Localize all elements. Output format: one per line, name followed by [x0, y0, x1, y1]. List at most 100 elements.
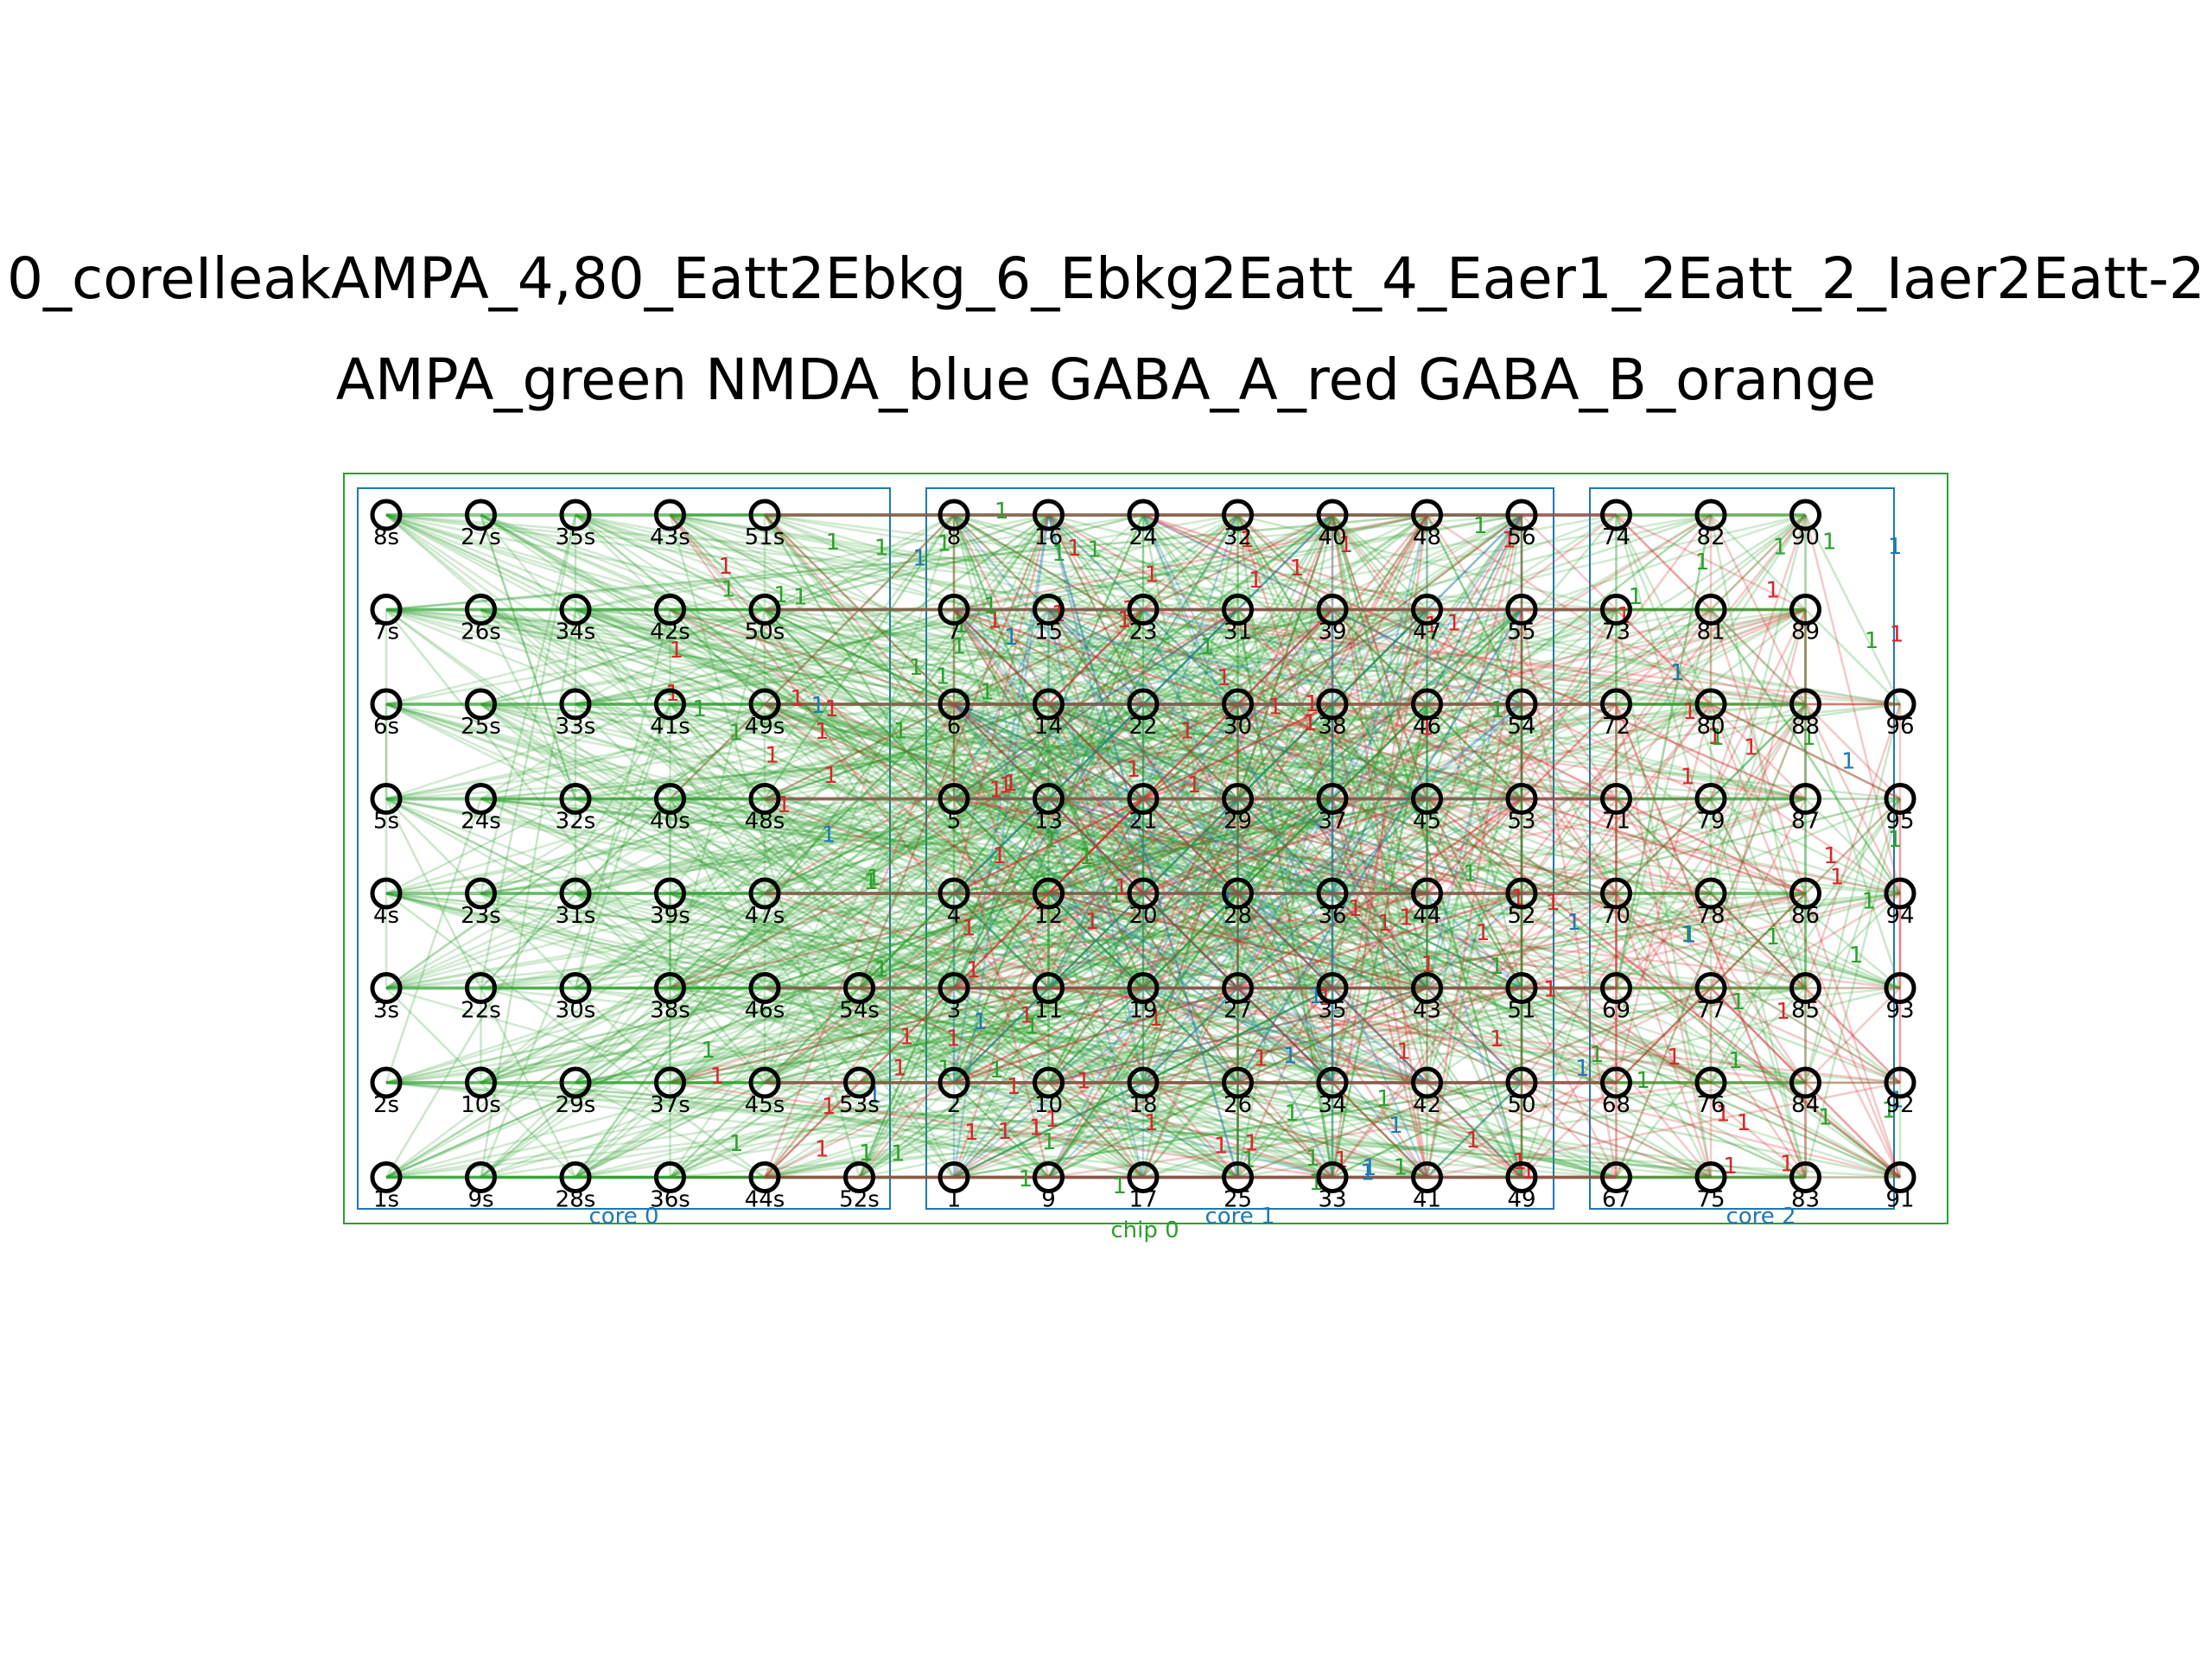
neuron-node: [1411, 499, 1443, 531]
neuron-node: [1600, 1161, 1632, 1193]
recurrent-edge: [1141, 514, 1334, 988]
recurrent-edge: [952, 514, 1145, 800]
neuron-node: [465, 594, 497, 626]
neuron-label: 95: [1885, 809, 1914, 835]
weight-label: 1: [1473, 513, 1488, 539]
ampa-edge: [385, 892, 1522, 1179]
ampa-edge: [385, 892, 1617, 1179]
weight-label: 1: [1888, 827, 1903, 853]
weight-label: 1: [1377, 911, 1392, 937]
neuron-label: 34s: [556, 620, 596, 645]
neuron-label: 93: [1885, 998, 1914, 1024]
weight-label: 1: [1682, 699, 1697, 725]
neuron-node: [1789, 783, 1821, 815]
ampa-edge: [764, 1081, 1238, 1179]
recurrent-edge: [952, 609, 1145, 1084]
weight-label: 1: [1830, 865, 1845, 891]
core2-edge: [1710, 798, 1901, 895]
weight-label: 1: [891, 1141, 906, 1166]
recurrent-edge: [1142, 703, 1428, 989]
weight-label: 1: [1728, 1048, 1743, 1074]
ampa-edge: [858, 513, 1522, 989]
gaba-a-edge: [670, 987, 955, 1084]
recurrent-edge: [1426, 893, 1522, 989]
cross-core-edge: [1237, 892, 1901, 1179]
recurrent-edge: [953, 798, 1333, 1084]
cross-core-edge: [1521, 892, 1901, 989]
core2-edge: [1804, 514, 1902, 894]
neuron-label: 37: [1318, 809, 1346, 835]
ampa-edge: [764, 608, 1238, 706]
recurrent-edge: [1332, 608, 1522, 706]
ampa-edge: [575, 608, 1333, 1084]
cross-core-edge: [1521, 608, 1806, 706]
ampa-edge: [480, 702, 1522, 800]
neuron-node: [1127, 877, 1160, 910]
ampa-edge: [575, 608, 1617, 895]
weight-label: 1: [1067, 536, 1082, 562]
ampa-edge: [859, 987, 1806, 1084]
neuron-node: [370, 1066, 403, 1099]
weight-label: 1: [1087, 537, 1102, 563]
recurrent-edge: [1047, 798, 1239, 895]
gaba-a-edge: [764, 608, 1239, 895]
neuron-node: [1600, 688, 1632, 721]
ampa-edge: [575, 892, 1144, 1179]
recurrent-edge: [1142, 893, 1239, 989]
ampa-edge: [480, 608, 1333, 1084]
weight-label: 1: [1348, 896, 1363, 922]
neuron-label: 5s: [373, 809, 399, 835]
ampa-edge: [385, 608, 1522, 895]
weight-label: 1: [1681, 764, 1695, 790]
neuron-node: [465, 783, 497, 815]
ampa-edge: [385, 513, 576, 611]
ampa-edge: [669, 893, 955, 1179]
weight-label: 1: [964, 1120, 979, 1146]
weight-label: 1: [1420, 715, 1434, 741]
weight-label: 1: [1849, 943, 1864, 969]
recurrent-edge: [1236, 798, 1333, 894]
ampa-edge: [480, 702, 1144, 1179]
cross-core-edge: [1047, 514, 1901, 1179]
ampa-edge: [764, 1081, 1712, 1179]
neuron-label: 1: [947, 1187, 962, 1213]
ampa-edge: [575, 892, 1144, 1179]
recurrent-edge: [953, 893, 1239, 1179]
weight-label: 1: [1491, 697, 1505, 723]
recurrent-edge: [952, 608, 1145, 894]
weight-label: 1: [1776, 999, 1790, 1025]
ampa-edge: [764, 702, 1617, 800]
neuron-label: 21: [1128, 809, 1157, 835]
ampa-edge: [670, 798, 1333, 1084]
neuron-label: 33: [1318, 1187, 1346, 1213]
core2-edge: [1709, 798, 1902, 1084]
recurrent-edge: [952, 609, 1145, 1084]
neuron-node: [748, 1066, 781, 1099]
recurrent-edge: [1047, 608, 1239, 706]
neuron-label: 44s: [745, 1187, 785, 1213]
ampa-edge: [480, 798, 1238, 895]
ampa-edge: [480, 798, 1427, 895]
weight-label: 1: [1667, 1045, 1681, 1071]
neuron-node: [1316, 783, 1349, 815]
weight-label: 1: [790, 686, 804, 712]
ampa-edge: [670, 987, 1427, 1084]
ampa-edge: [575, 513, 1522, 989]
cross-core-edge: [1048, 798, 1901, 895]
core2-edge: [1710, 893, 1807, 989]
cross-core-edge: [1048, 608, 1806, 706]
neuron-node: [1033, 972, 1065, 1004]
weight-label: 1: [983, 594, 998, 620]
core-0-label: core 0: [588, 1204, 658, 1230]
recurrent-edge: [1236, 514, 1523, 989]
ampa-edge: [480, 798, 1333, 895]
recurrent-edge: [1236, 608, 1428, 894]
weight-label: 1: [998, 1119, 1013, 1145]
recurrent-edge: [1332, 1081, 1522, 1179]
recurrent-edge: [1236, 608, 1333, 705]
recurrent-edge: [953, 608, 1144, 706]
recurrent-edge: [1047, 798, 1333, 1084]
ampa-edge: [480, 514, 577, 799]
weight-label: 1: [1020, 1003, 1034, 1029]
core2-edge: [1615, 703, 1807, 1178]
